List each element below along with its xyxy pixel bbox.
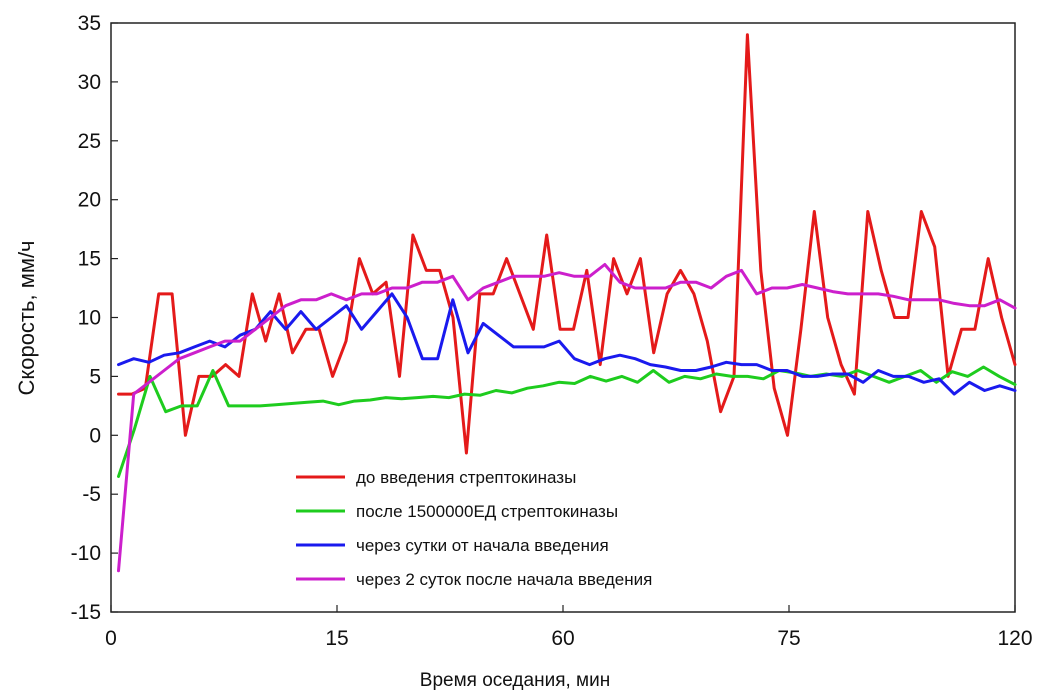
y-tick-label: 20 (78, 189, 101, 212)
x-tick-label: 15 (325, 627, 348, 650)
x-axis: 0 15 60 75 120 (105, 605, 1033, 650)
plot-frame (110, 22, 1016, 613)
y-tick-label: 5 (89, 365, 101, 388)
series-line-2 (117, 365, 1017, 478)
series-line-1 (117, 33, 1017, 455)
legend-label: до введения стрептокиназы (356, 468, 576, 487)
y-axis: -15 -10 -5 0 5 10 15 20 25 30 35 (71, 12, 118, 624)
y-tick-label: 35 (78, 12, 101, 35)
y-tick-label: -5 (82, 483, 101, 506)
x-tick-label: 120 (997, 627, 1032, 650)
series-line-3 (117, 292, 1017, 396)
y-tick-label: -15 (71, 601, 101, 624)
x-tick-label: 0 (105, 627, 117, 650)
x-tick-label: 60 (551, 627, 574, 650)
y-tick-label: 10 (78, 307, 101, 330)
y-tick-label: -10 (71, 542, 101, 565)
x-axis-title: Время оседания, мин (420, 670, 610, 691)
legend-label: после 1500000ЕД стрептокиназы (356, 502, 618, 521)
x-tick-label: 75 (777, 627, 800, 650)
y-tick-label: 15 (78, 248, 101, 271)
legend: до введения стрептокиназы после 1500000ЕД… (296, 468, 652, 589)
y-tick-label: 25 (78, 130, 101, 153)
y-tick-label: 30 (78, 71, 101, 94)
y-axis-title: Скорость, мм/ч (14, 240, 39, 395)
y-tick-label: 0 (89, 424, 101, 447)
series-line-4 (117, 263, 1017, 573)
legend-label: через 2 суток после начала введения (356, 570, 652, 589)
series-group (117, 33, 1017, 573)
legend-label: через сутки от начала введения (356, 536, 609, 555)
